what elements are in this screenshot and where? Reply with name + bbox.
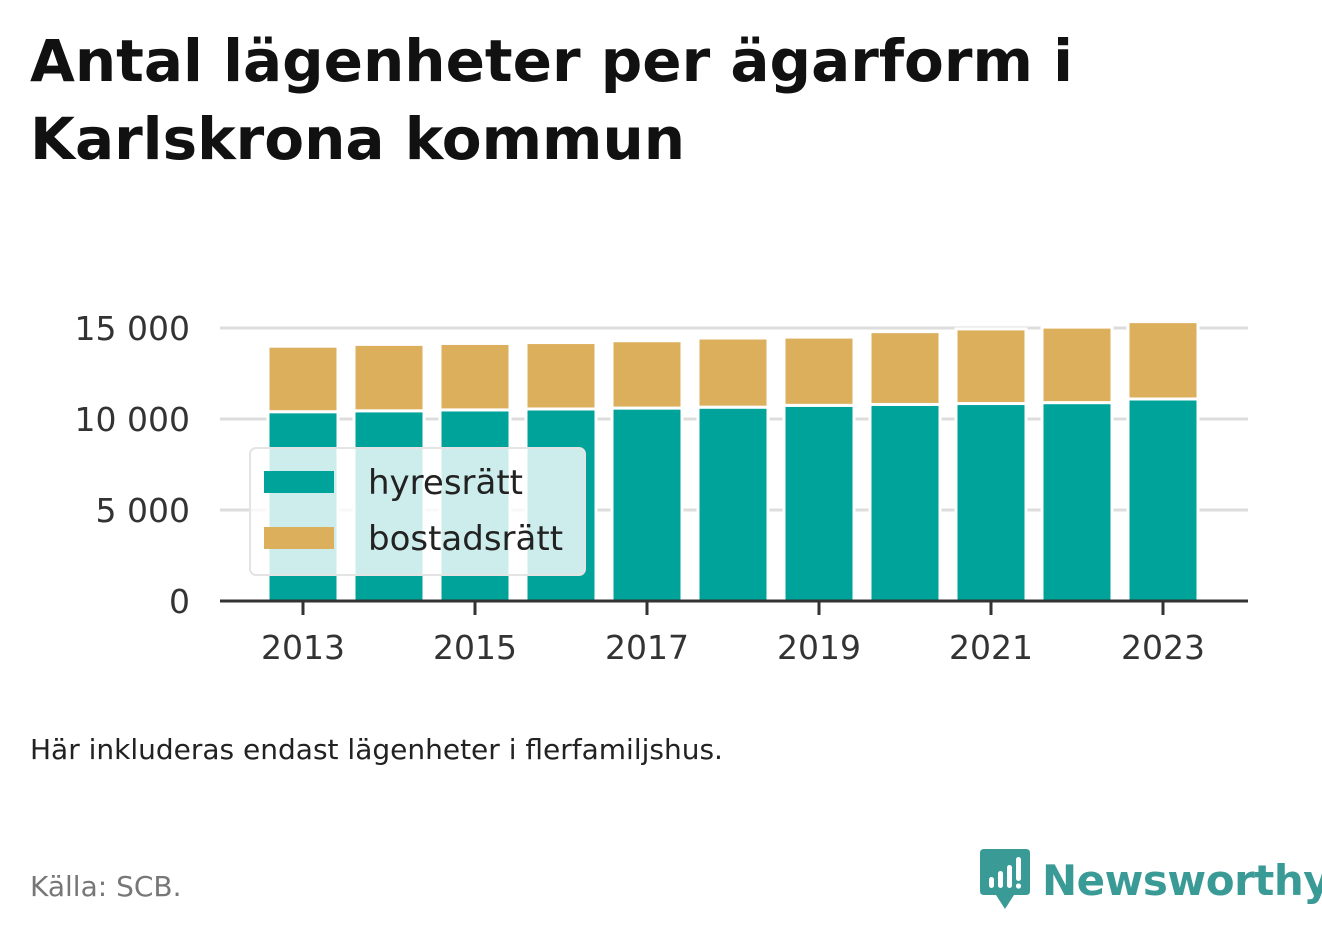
bar-bostadsratt-2023 (1126, 320, 1200, 401)
legend-label-bostadsratt: bostadsrätt (368, 519, 563, 559)
bar-bostadsratt-2022 (1040, 325, 1114, 405)
bar-hyresratt-2019 (782, 403, 856, 603)
brand-logo[interactable]: Newsworthy (980, 848, 1322, 912)
bar-bostadsratt-2019 (782, 335, 856, 407)
bar-hyresratt-2020 (868, 402, 942, 603)
x-tick-label: 2015 (433, 628, 517, 667)
legend-swatch-hyresratt (264, 471, 334, 493)
bar-bostadsratt-2021 (954, 327, 1028, 406)
x-tick-label: 2017 (605, 628, 689, 667)
source-credit: Källa: SCB. (30, 870, 182, 903)
brand-name: Newsworthy (1042, 855, 1322, 905)
chart-note: Här inkluderas endast lägenheter i flerf… (30, 733, 723, 766)
bar-bostadsratt-2013 (266, 344, 340, 414)
bar-hyresratt-2018 (696, 405, 770, 603)
bar-bostadsratt-2016 (524, 341, 598, 411)
legend-swatch-bostadsratt (264, 527, 334, 549)
bar-hyresratt-2017 (610, 406, 684, 603)
bar-bostadsratt-2017 (610, 339, 684, 410)
y-tick-label: 5 000 (96, 491, 190, 530)
chart-title: Antal lägenheter per ägarform i Karlskro… (30, 27, 1074, 173)
bar-bostadsratt-2018 (696, 336, 770, 409)
bar-bostadsratt-2015 (438, 341, 512, 412)
x-tick-label: 2013 (261, 628, 345, 667)
y-tick-labels: 0 5 000 10 000 15 000 (75, 309, 190, 621)
x-tick-label: 2021 (949, 628, 1033, 667)
newsworthy-logo-icon (980, 849, 1030, 909)
bar-bostadsratt-2014 (352, 342, 426, 413)
bar-hyresratt-2022 (1040, 401, 1114, 603)
y-tick-label: 15 000 (75, 309, 190, 348)
bar-hyresratt-2021 (954, 402, 1028, 603)
y-tick-label: 0 (169, 582, 190, 621)
legend-label-hyresratt: hyresrätt (368, 463, 523, 503)
legend: hyresrätt bostadsrätt (249, 447, 586, 576)
x-tick-label: 2019 (777, 628, 861, 667)
bar-hyresratt-2023 (1126, 397, 1200, 603)
x-tick-label: 2023 (1121, 628, 1205, 667)
x-axis: 2013 2015 2017 2019 2021 2023 (220, 599, 1248, 667)
bar-bostadsratt-2020 (868, 330, 942, 406)
y-tick-label: 10 000 (75, 400, 190, 439)
